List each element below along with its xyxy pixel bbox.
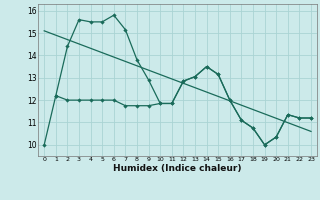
- X-axis label: Humidex (Indice chaleur): Humidex (Indice chaleur): [113, 164, 242, 173]
